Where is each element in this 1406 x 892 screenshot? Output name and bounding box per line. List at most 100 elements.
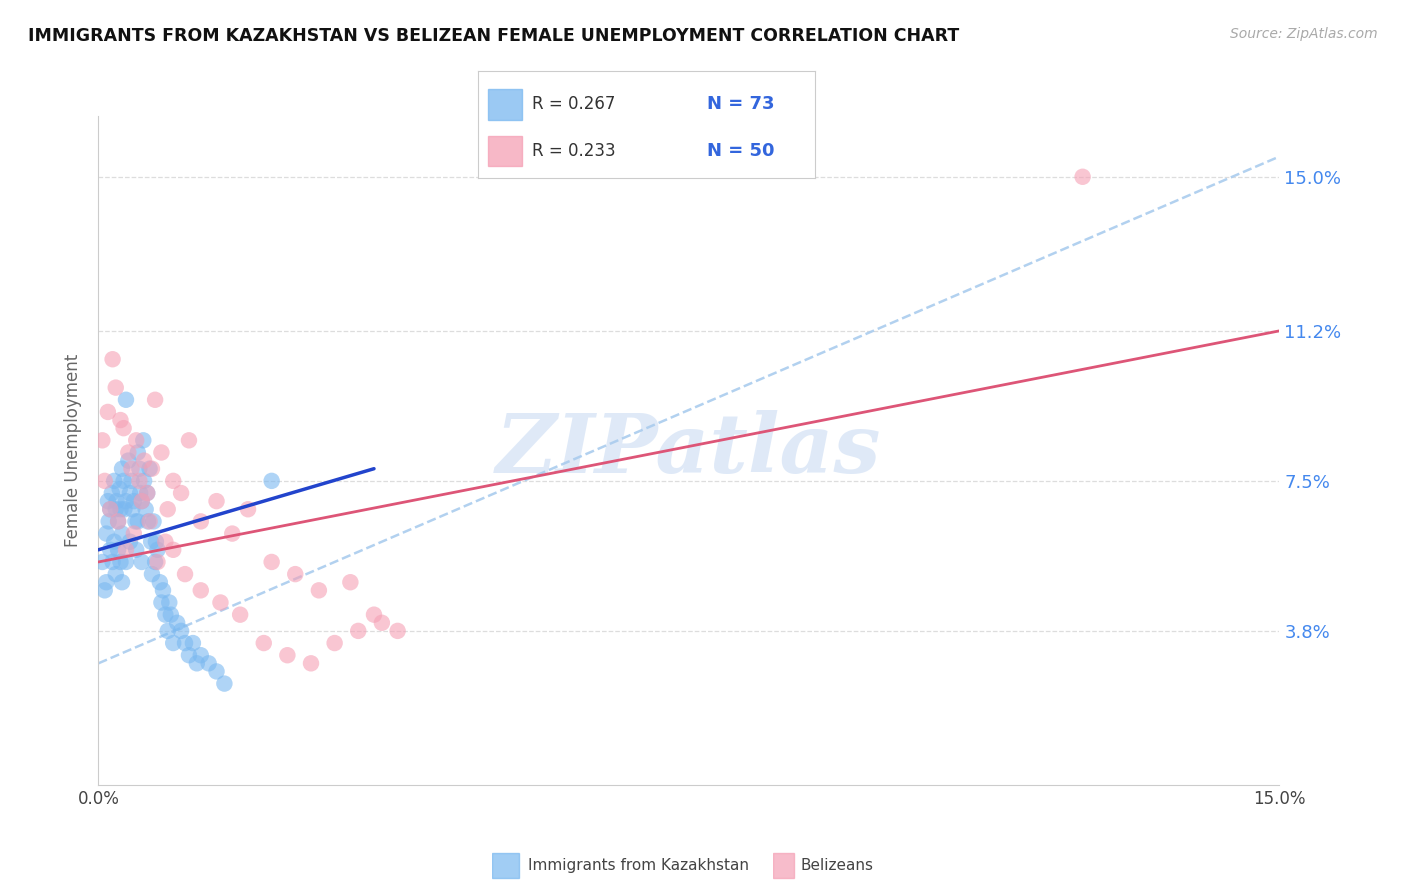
Point [127, 515, 149, 529]
Point [122, 526, 145, 541]
Point [115, 392, 138, 407]
Point [347, 624, 370, 638]
Text: Source: ZipAtlas.com: Source: ZipAtlas.com [1230, 27, 1378, 41]
Point [101, 486, 124, 500]
Point [323, 636, 346, 650]
Point [276, 648, 298, 663]
Point [142, 515, 165, 529]
Point [174, 636, 197, 650]
Point [111, 575, 134, 590]
Point [112, 474, 135, 488]
Point [96, 526, 118, 541]
Point [127, 445, 149, 459]
Point [155, 534, 177, 549]
Text: Belizeans: Belizeans [800, 858, 873, 872]
Point [166, 615, 188, 630]
Point [117, 445, 139, 459]
Point [101, 555, 124, 569]
Point [253, 636, 276, 650]
Point [177, 648, 200, 663]
Point [131, 494, 153, 508]
Point [111, 461, 134, 475]
Text: N = 73: N = 73 [707, 95, 775, 113]
Point [107, 515, 129, 529]
Point [136, 486, 159, 500]
Point [115, 494, 138, 508]
Point [103, 534, 125, 549]
Point [107, 515, 129, 529]
Point [190, 583, 212, 598]
Point [170, 624, 193, 638]
Point [128, 461, 150, 475]
Point [177, 434, 200, 448]
Point [152, 583, 174, 598]
Point [121, 502, 143, 516]
Point [97, 515, 120, 529]
Point [150, 445, 173, 459]
Point [125, 434, 148, 448]
Point [121, 461, 143, 475]
Point [190, 515, 212, 529]
Point [111, 526, 134, 541]
Point [97, 405, 120, 419]
Point [98, 502, 121, 516]
Point [308, 583, 330, 598]
Text: R = 0.267: R = 0.267 [531, 95, 616, 113]
Text: R = 0.233: R = 0.233 [531, 142, 616, 160]
Point [150, 595, 173, 609]
Point [363, 607, 385, 622]
Point [135, 502, 157, 516]
Point [162, 636, 184, 650]
Point [143, 555, 166, 569]
Point [149, 575, 172, 590]
Point [1071, 169, 1094, 184]
Point [91, 434, 114, 448]
Point [205, 494, 228, 508]
Point [299, 657, 322, 671]
Point [103, 474, 125, 488]
Point [112, 421, 135, 435]
Point [96, 575, 118, 590]
Point [181, 636, 204, 650]
Point [371, 615, 394, 630]
Point [105, 494, 128, 508]
Point [122, 494, 145, 508]
Point [229, 607, 252, 622]
Point [387, 624, 409, 638]
Point [132, 474, 155, 488]
Point [118, 534, 141, 549]
Point [104, 381, 127, 395]
Point [136, 515, 159, 529]
Point [157, 595, 180, 609]
Point [162, 474, 184, 488]
Point [156, 502, 179, 516]
Point [97, 494, 120, 508]
Point [125, 542, 148, 557]
Point [118, 486, 141, 500]
Point [104, 567, 127, 582]
Point [141, 461, 163, 475]
Point [190, 648, 212, 663]
Point [129, 486, 152, 500]
Point [110, 502, 132, 516]
Point [170, 486, 193, 500]
Point [110, 555, 132, 569]
Point [260, 555, 283, 569]
Point [160, 607, 183, 622]
Point [205, 665, 228, 679]
Point [141, 567, 163, 582]
Point [132, 453, 155, 467]
Point [93, 474, 115, 488]
Point [186, 657, 208, 671]
Text: IMMIGRANTS FROM KAZAKHSTAN VS BELIZEAN FEMALE UNEMPLOYMENT CORRELATION CHART: IMMIGRANTS FROM KAZAKHSTAN VS BELIZEAN F… [28, 27, 959, 45]
Bar [488, 89, 522, 120]
Point [156, 624, 179, 638]
Point [174, 567, 197, 582]
Point [162, 542, 184, 557]
Point [131, 494, 153, 508]
Point [145, 534, 167, 549]
Point [146, 542, 169, 557]
Point [131, 555, 153, 569]
Point [115, 555, 138, 569]
Point [284, 567, 307, 582]
